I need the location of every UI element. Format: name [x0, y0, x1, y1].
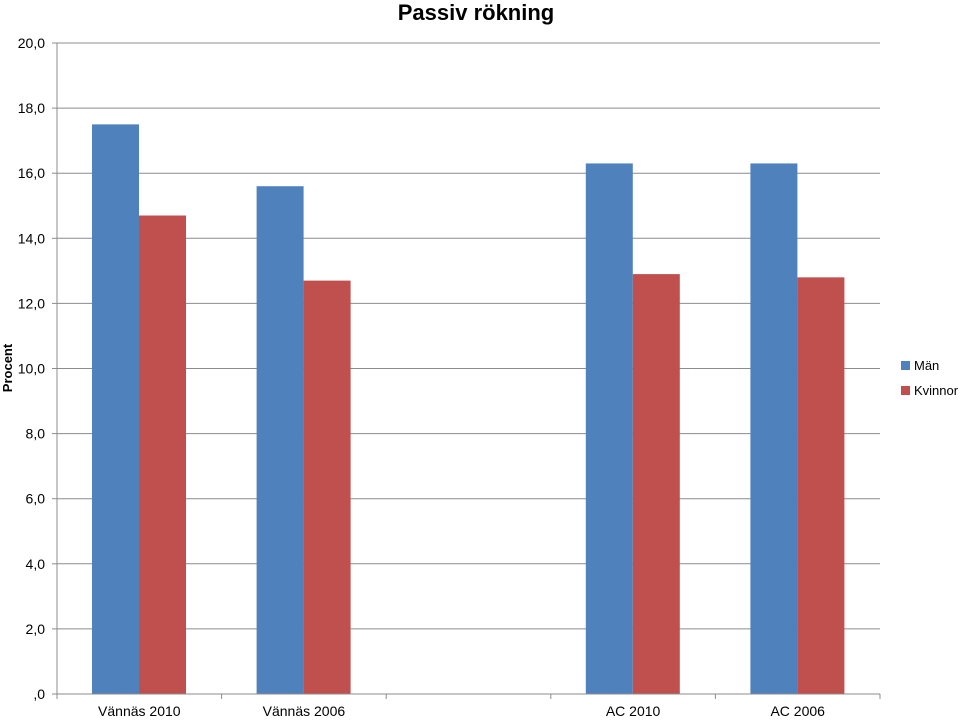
legend: Män Kvinnor [901, 358, 959, 398]
y-tick-label: 18,0 [18, 100, 45, 116]
chart-title: Passiv rökning [398, 0, 555, 25]
y-tick-label: 2,0 [26, 621, 46, 637]
y-tick-label: 4,0 [26, 556, 46, 572]
bar [303, 280, 351, 694]
y-tick-label: 12,0 [18, 295, 45, 311]
bars [92, 124, 845, 694]
y-tick-label: 14,0 [18, 230, 45, 246]
x-tick-label: AC 2006 [770, 703, 825, 719]
bar [632, 274, 680, 694]
y-tick-labels: ,0 2,0 4,0 6,0 8,0 10,0 12,0 14,0 16,0 18,0 20,0 [18, 35, 45, 702]
legend-label: Män [914, 358, 939, 373]
x-tick-label: AC 2010 [606, 703, 661, 719]
bar [92, 124, 139, 694]
legend-swatch [901, 361, 910, 370]
x-tick-label: Vännäs 2006 [263, 703, 346, 719]
bar [750, 163, 798, 694]
gridlines [52, 42, 880, 695]
y-tick-label: 10,0 [18, 361, 45, 377]
y-tick-label: 20,0 [18, 35, 45, 51]
y-tick-label: 6,0 [26, 491, 46, 507]
y-tick-label: 8,0 [26, 426, 46, 442]
bar [797, 277, 845, 694]
x-tick-label: Vännäs 2010 [98, 703, 181, 719]
axes [56, 43, 881, 699]
bar [585, 163, 633, 694]
bar [139, 215, 186, 694]
x-tick-labels: Vännäs 2010 Vännäs 2006 AC 2010 AC 2006 [98, 703, 825, 719]
y-axis-label: Procent [0, 343, 15, 392]
bar [256, 186, 304, 694]
y-tick-label: ,0 [33, 686, 45, 702]
legend-label: Kvinnor [914, 383, 959, 398]
y-tick-label: 16,0 [18, 165, 45, 181]
legend-swatch [901, 386, 910, 395]
